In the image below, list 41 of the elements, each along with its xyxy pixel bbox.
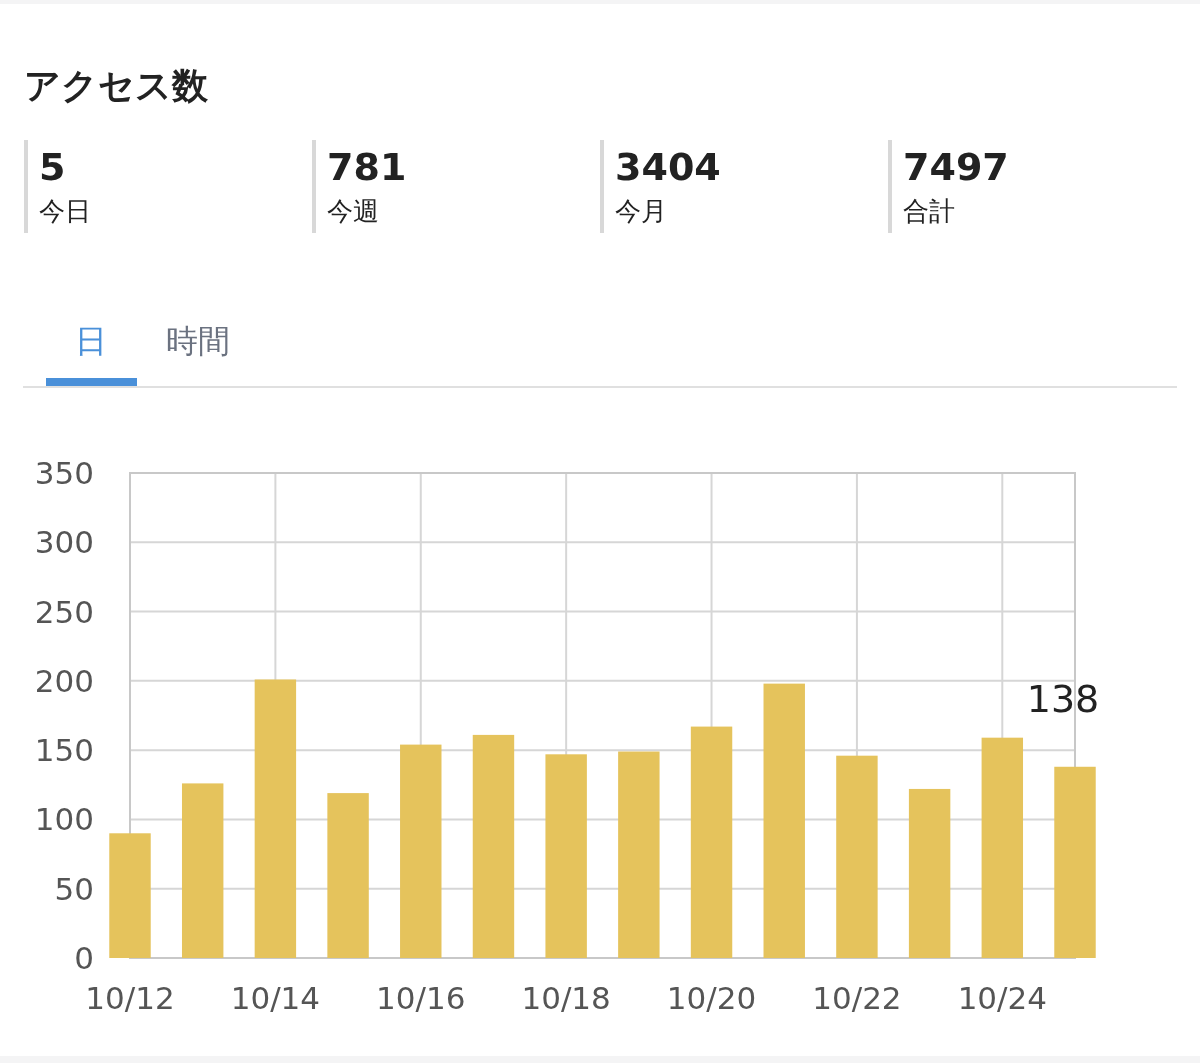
bar <box>618 751 660 958</box>
bar <box>981 737 1024 958</box>
bar <box>836 755 878 958</box>
text: 7497 <box>903 145 1009 189</box>
x-tick-label: 10/24 <box>957 980 1047 1016</box>
x-tick-label: 10/22 <box>812 980 902 1016</box>
x-tick-label: 10/20 <box>666 980 757 1016</box>
y-tick-label: 0 <box>74 940 94 976</box>
text: アクセス数 <box>24 65 209 106</box>
bar <box>109 833 151 958</box>
y-tick-label: 250 <box>34 593 94 630</box>
bar <box>327 793 369 958</box>
x-tick-label: 10/16 <box>376 980 466 1016</box>
y-tick-label: 100 <box>34 801 94 838</box>
bar <box>908 788 951 958</box>
y-tick-label: 300 <box>34 524 94 561</box>
bar <box>690 726 733 958</box>
text: 5 <box>39 145 66 189</box>
text: 3404 <box>615 145 721 189</box>
x-tick-label: 10/14 <box>230 980 321 1016</box>
text: 781 <box>327 145 407 189</box>
bar <box>1054 766 1096 958</box>
bar <box>181 783 224 958</box>
x-tick-label: 10/18 <box>521 980 611 1016</box>
text: 時間 <box>166 322 230 360</box>
text: 合計 <box>903 196 955 226</box>
text: 今日 <box>39 196 91 226</box>
x-tick-label: 10/12 <box>85 980 175 1016</box>
y-tick-label: 200 <box>34 662 94 699</box>
data-label: 138 <box>1026 676 1100 721</box>
bar <box>254 679 297 958</box>
text: 今週 <box>327 196 379 226</box>
y-tick-label: 150 <box>34 732 94 769</box>
bar <box>400 744 442 958</box>
text: 日 <box>75 322 107 360</box>
y-tick-label: 50 <box>54 870 94 907</box>
y-tick-label: 350 <box>34 455 94 491</box>
text: 今月 <box>615 196 667 226</box>
bar <box>472 734 515 958</box>
bar <box>545 754 587 958</box>
bar <box>763 683 805 958</box>
